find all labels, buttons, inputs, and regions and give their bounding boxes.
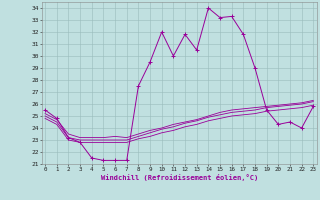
X-axis label: Windchill (Refroidissement éolien,°C): Windchill (Refroidissement éolien,°C) xyxy=(100,174,258,181)
